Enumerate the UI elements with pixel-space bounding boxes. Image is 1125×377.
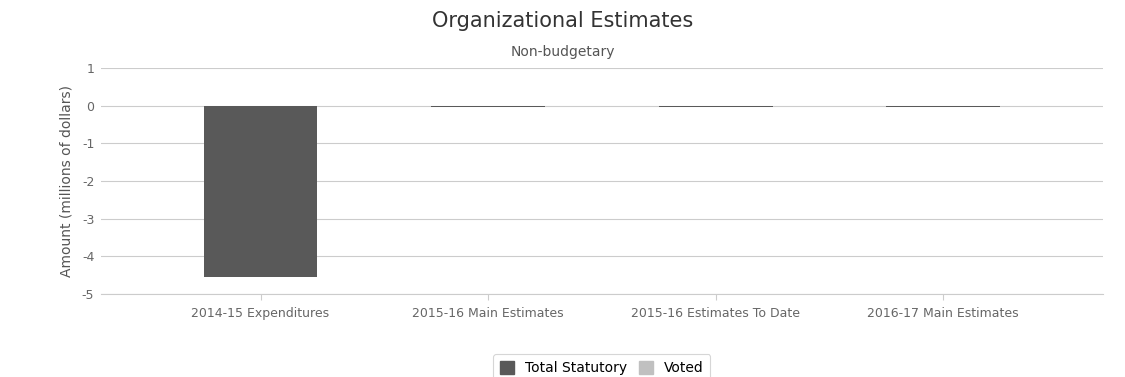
Bar bbox=[431, 106, 544, 107]
Text: Non-budgetary: Non-budgetary bbox=[511, 45, 614, 59]
Bar bbox=[886, 106, 1000, 107]
Bar bbox=[204, 106, 317, 277]
Legend: Total Statutory, Voted: Total Statutory, Voted bbox=[494, 354, 710, 377]
Y-axis label: Amount (millions of dollars): Amount (millions of dollars) bbox=[60, 85, 73, 277]
Bar bbox=[659, 106, 773, 107]
Text: Organizational Estimates: Organizational Estimates bbox=[432, 11, 693, 31]
